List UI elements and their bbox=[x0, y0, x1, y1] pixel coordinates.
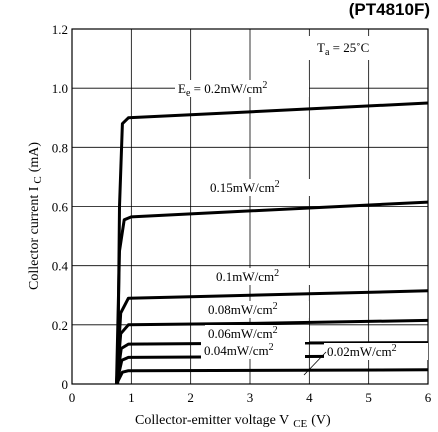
curve-label-bg-1 bbox=[207, 179, 311, 196]
x-axis-label: Collector-emitter voltage V CE (V) bbox=[135, 413, 331, 430]
curve-label-bg-2 bbox=[213, 268, 317, 285]
curve-label-2: 0.1mW/cm2 bbox=[216, 268, 279, 284]
curve-label-1: 0.15mW/cm2 bbox=[210, 179, 280, 195]
curve-series-2 bbox=[115, 289, 429, 385]
curve-series-0 bbox=[116, 101, 429, 385]
y-tick-label-5: 1.0 bbox=[52, 81, 68, 96]
y-tick-label-2: 0.4 bbox=[52, 259, 69, 274]
y-tick-label-6: 1.2 bbox=[52, 22, 68, 37]
curve-label-3: 0.08mW/cm2 bbox=[208, 301, 278, 317]
curve-series-3 bbox=[115, 318, 429, 385]
x-tick-label-4: 4 bbox=[306, 390, 313, 405]
curve-series-6 bbox=[115, 368, 429, 385]
leader-line bbox=[303, 351, 327, 376]
curve-label-bg-4 bbox=[205, 325, 309, 342]
y-tick-label-3: 0.6 bbox=[52, 200, 69, 215]
y-tick-label-0: 0 bbox=[62, 377, 69, 392]
curve-label-bg-3 bbox=[205, 301, 309, 318]
model-label: (PT4810F) bbox=[348, 0, 430, 19]
condition-box bbox=[301, 36, 421, 60]
curve-label-0: Ee = 0.2mW/cm2 bbox=[178, 80, 267, 99]
curve-label-5: 0.04mW/cm2 bbox=[204, 342, 274, 358]
curve-label-bg-0 bbox=[175, 80, 309, 97]
x-tick-label-0: 0 bbox=[69, 390, 76, 405]
curve-series-1 bbox=[115, 200, 429, 385]
curve-label-6: 0.02mW/cm2 bbox=[327, 343, 397, 359]
x-tick-label-3: 3 bbox=[247, 390, 254, 405]
curve-series-5 bbox=[115, 354, 429, 385]
plot-frame bbox=[71, 28, 429, 385]
y-tick-label-1: 0.2 bbox=[52, 318, 68, 333]
curves bbox=[115, 101, 429, 385]
curve-series-4 bbox=[115, 341, 429, 385]
x-tick-label-1: 1 bbox=[128, 390, 135, 405]
curve-labels: Ee = 0.2mW/cm2 0.15mW/cm2 0.1mW/cm2 0.08mW/… bbox=[175, 80, 428, 376]
tick-labels: 0 1 2 3 4 5 6 0 0.2 0.4 0.6 0.8 1.0 1.2 bbox=[52, 22, 432, 405]
x-tick-label-5: 5 bbox=[365, 390, 372, 405]
x-tick-label-2: 2 bbox=[187, 390, 194, 405]
curve-label-bg-6 bbox=[324, 343, 428, 360]
condition-label: Ta = 25˚C bbox=[317, 40, 369, 58]
curve-label-bg-5 bbox=[201, 342, 305, 359]
y-axis-label: Collector current IC(mA) bbox=[27, 142, 44, 290]
curve-label-4: 0.06mW/cm2 bbox=[208, 325, 278, 341]
y-tick-label-4: 0.8 bbox=[52, 140, 68, 155]
x-tick-label-6: 6 bbox=[425, 390, 432, 405]
